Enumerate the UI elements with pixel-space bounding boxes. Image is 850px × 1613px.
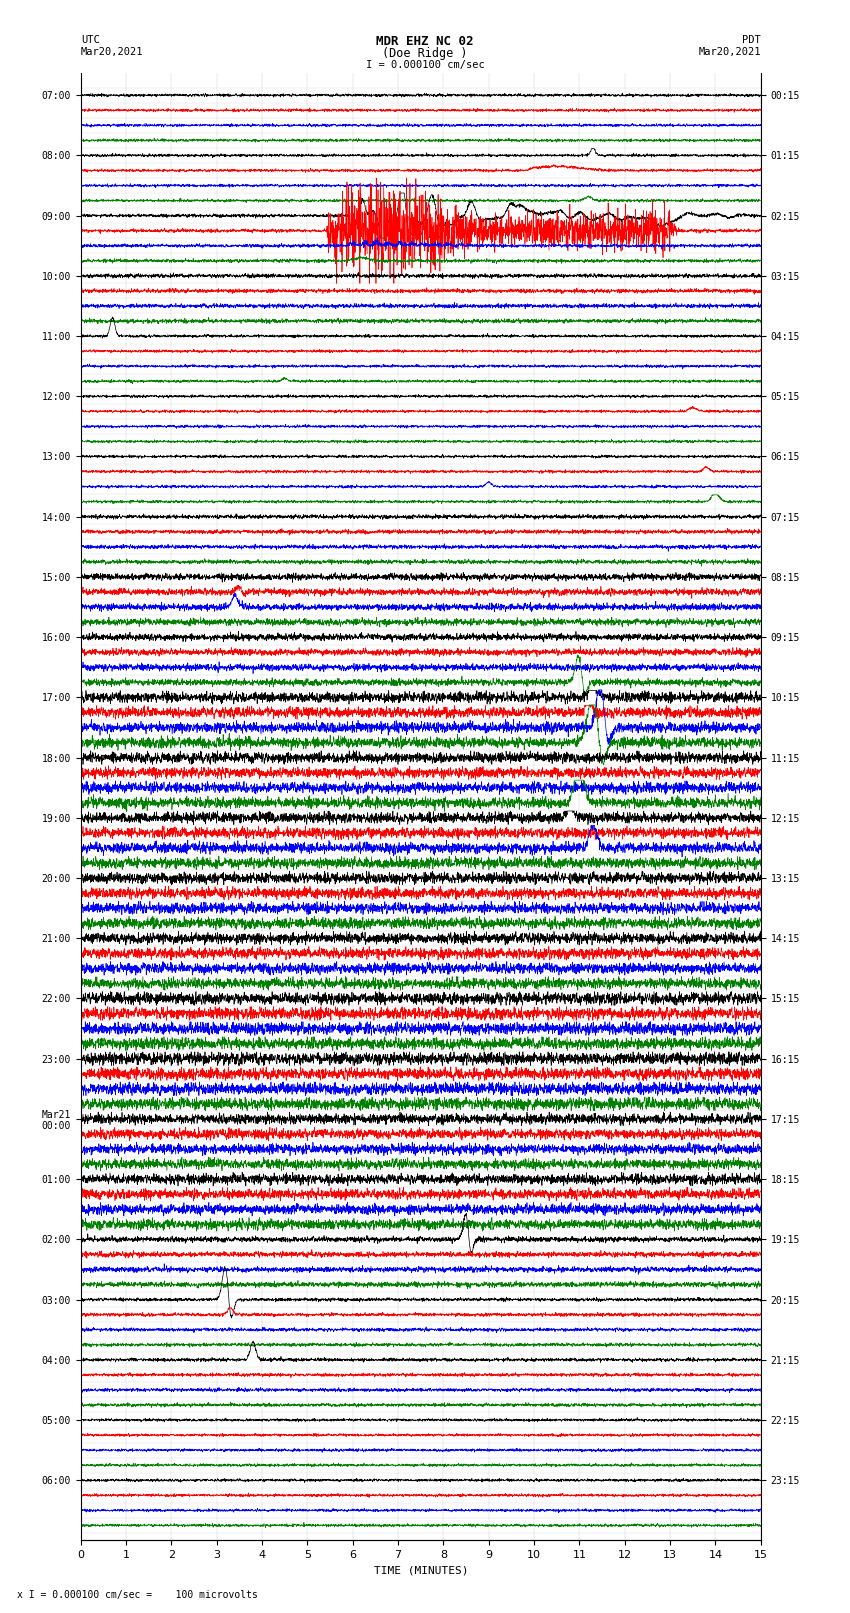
Text: MDR EHZ NC 02: MDR EHZ NC 02 xyxy=(377,35,473,48)
Text: PDT: PDT xyxy=(742,35,761,45)
Text: I = 0.000100 cm/sec: I = 0.000100 cm/sec xyxy=(366,60,484,69)
Text: UTC: UTC xyxy=(81,35,99,45)
Text: (Doe Ridge ): (Doe Ridge ) xyxy=(382,47,468,60)
Text: x I = 0.000100 cm/sec =    100 microvolts: x I = 0.000100 cm/sec = 100 microvolts xyxy=(17,1590,258,1600)
Text: Mar20,2021: Mar20,2021 xyxy=(698,47,761,56)
X-axis label: TIME (MINUTES): TIME (MINUTES) xyxy=(373,1566,468,1576)
Text: Mar20,2021: Mar20,2021 xyxy=(81,47,144,56)
